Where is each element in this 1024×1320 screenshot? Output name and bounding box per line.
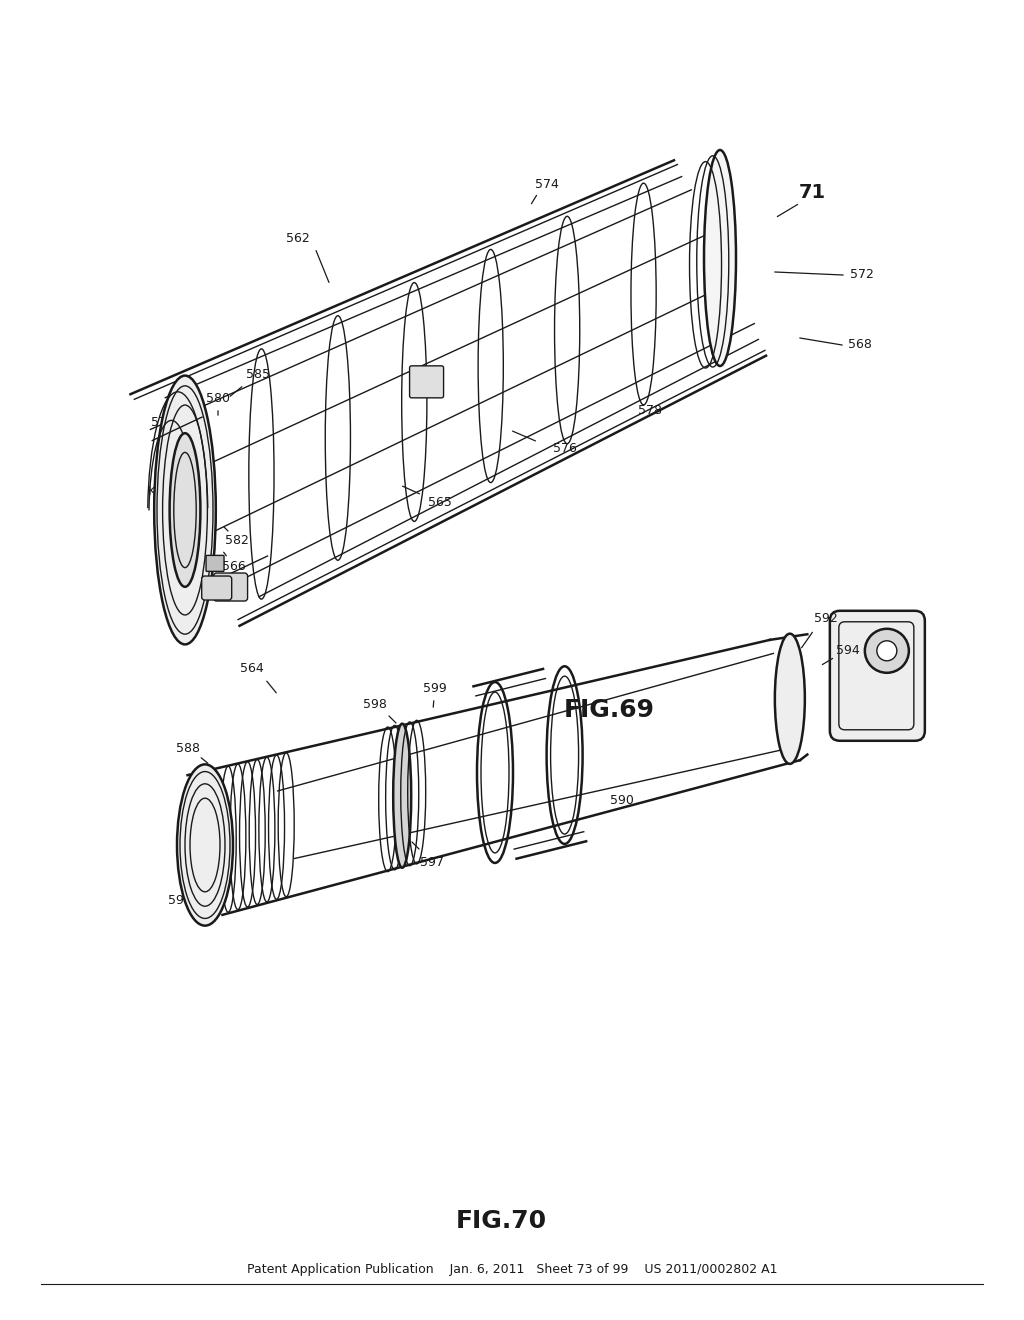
Ellipse shape	[865, 628, 909, 673]
FancyBboxPatch shape	[410, 366, 443, 397]
Text: 582: 582	[225, 533, 249, 546]
Text: 71: 71	[799, 182, 825, 202]
Text: 597: 597	[420, 855, 444, 869]
Text: 566: 566	[222, 560, 246, 573]
FancyBboxPatch shape	[206, 556, 224, 572]
Ellipse shape	[393, 723, 412, 867]
Text: FIG.69: FIG.69	[564, 698, 654, 722]
Ellipse shape	[170, 433, 201, 587]
Text: 580: 580	[206, 392, 230, 404]
Text: 568: 568	[848, 338, 872, 351]
Text: 565: 565	[428, 495, 452, 508]
Text: 588: 588	[176, 742, 200, 755]
Text: 570: 570	[151, 416, 175, 429]
Text: Patent Application Publication    Jan. 6, 2011   Sheet 73 of 99    US 2011/00028: Patent Application Publication Jan. 6, 2…	[247, 1263, 777, 1276]
Ellipse shape	[705, 150, 736, 366]
Text: 585: 585	[246, 368, 270, 381]
Text: 572: 572	[850, 268, 873, 281]
Ellipse shape	[877, 640, 897, 661]
Text: 590: 590	[610, 793, 634, 807]
Text: 562: 562	[286, 231, 310, 244]
FancyBboxPatch shape	[202, 576, 231, 601]
Text: 599: 599	[423, 681, 446, 694]
Text: 598: 598	[364, 698, 387, 711]
Text: 71: 71	[152, 498, 179, 517]
Ellipse shape	[177, 764, 233, 925]
Text: 584: 584	[158, 524, 182, 536]
FancyBboxPatch shape	[214, 573, 248, 601]
Text: K: K	[148, 484, 156, 498]
Text: FIG.70: FIG.70	[457, 1209, 547, 1233]
Text: 564: 564	[240, 661, 264, 675]
Text: 596: 596	[168, 894, 191, 907]
Ellipse shape	[155, 376, 216, 644]
Text: 576: 576	[553, 441, 577, 454]
Text: 574: 574	[536, 177, 559, 190]
Text: 578: 578	[638, 404, 662, 417]
Text: 594: 594	[837, 644, 860, 656]
Ellipse shape	[775, 634, 805, 764]
Text: 592: 592	[814, 611, 838, 624]
FancyBboxPatch shape	[829, 611, 925, 741]
